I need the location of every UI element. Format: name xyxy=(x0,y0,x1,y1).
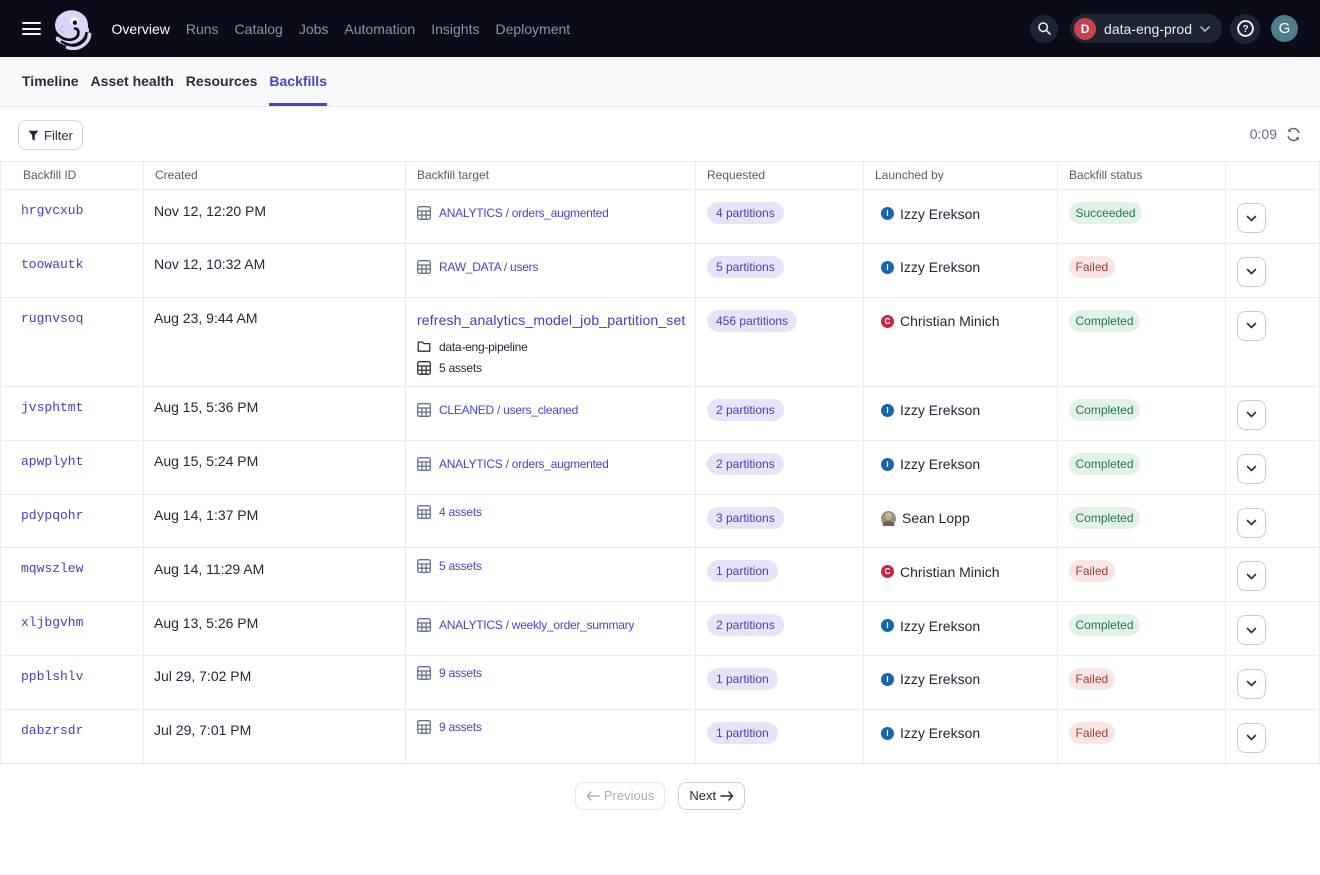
svg-text:?: ? xyxy=(1242,24,1248,35)
